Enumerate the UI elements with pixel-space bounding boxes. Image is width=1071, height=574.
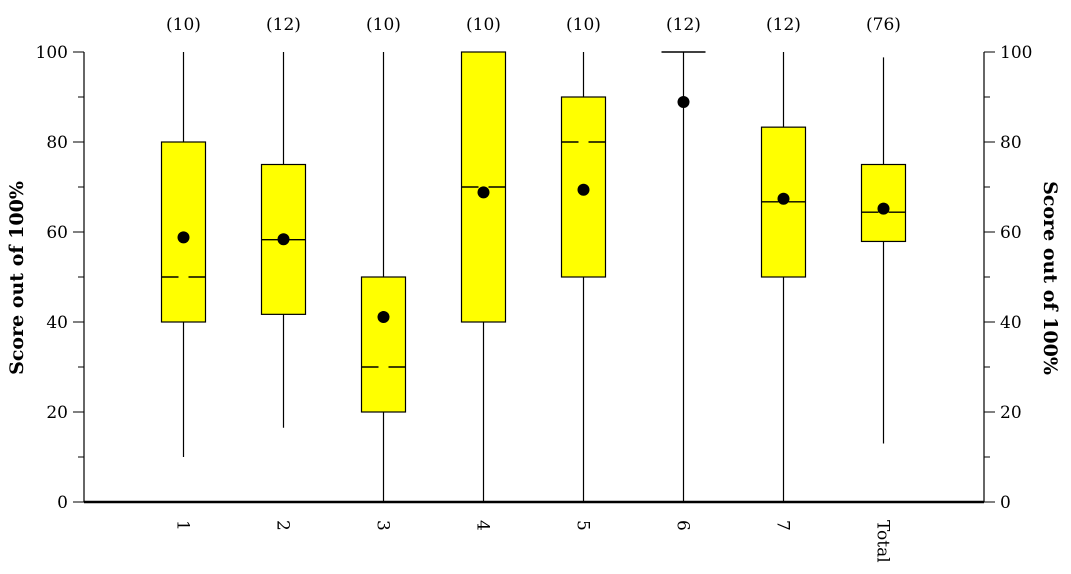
- x-tick-label: 5: [573, 520, 593, 531]
- count-label: (76): [866, 15, 901, 35]
- left-tick-label: 60: [46, 223, 68, 243]
- left-y-axis: 0 20 40 60 80 100: [36, 43, 85, 513]
- mean-marker: [577, 183, 590, 196]
- x-tick-label: 6: [673, 520, 693, 531]
- x-tick-label: 3: [373, 520, 393, 531]
- count-label: (12): [266, 15, 301, 35]
- box-group: [760, 52, 807, 502]
- x-axis: 1 2 3 4 5 6 7 Total: [84, 500, 984, 563]
- mean-marker: [677, 95, 690, 108]
- right-y-axis: 0 20 40 60 80 100: [983, 43, 1032, 513]
- x-tick-label: 7: [773, 520, 793, 531]
- box-group: [160, 52, 207, 457]
- y-axis-title-left: Score out of 100%: [6, 181, 28, 375]
- right-tick-label: 20: [1000, 403, 1022, 423]
- left-tick-label: 80: [46, 133, 68, 153]
- mean-marker: [177, 231, 190, 244]
- right-tick-label: 40: [1000, 313, 1022, 333]
- iqr-box: [360, 276, 407, 413]
- box-group: [460, 51, 507, 502]
- mean-marker: [477, 186, 490, 199]
- box-group: [560, 52, 607, 502]
- left-tick-label: 20: [46, 403, 68, 423]
- right-tick-label: 80: [1000, 133, 1022, 153]
- box-group: [260, 52, 307, 428]
- right-tick-label: 100: [1000, 43, 1032, 63]
- right-tick-label: 60: [1000, 223, 1022, 243]
- count-label: (12): [766, 15, 801, 35]
- count-label: (10): [166, 15, 201, 35]
- x-tick-label: Total: [873, 520, 893, 563]
- y-axis-title-right: Score out of 100%: [1039, 181, 1061, 375]
- sample-counts: (10) (12) (10) (10) (10) (12) (12) (76): [166, 15, 901, 35]
- box-group: [860, 57, 907, 444]
- x-tick-label: 1: [173, 520, 193, 531]
- mean-marker: [777, 192, 790, 205]
- count-label: (10): [566, 15, 601, 35]
- box-group: [360, 52, 407, 502]
- mean-marker: [877, 202, 890, 215]
- box-series: [160, 51, 907, 502]
- mean-marker: [277, 233, 290, 246]
- left-tick-label: 0: [57, 493, 68, 513]
- count-label: (10): [366, 15, 401, 35]
- left-tick-label: 100: [36, 43, 68, 63]
- left-tick-label: 40: [46, 313, 68, 333]
- count-label: (10): [466, 15, 501, 35]
- mean-marker: [377, 311, 390, 324]
- x-tick-label: 2: [273, 520, 293, 531]
- right-tick-label: 0: [1000, 493, 1011, 513]
- count-label: (12): [666, 15, 701, 35]
- box-group: [661, 51, 706, 502]
- x-tick-label: 4: [473, 520, 493, 531]
